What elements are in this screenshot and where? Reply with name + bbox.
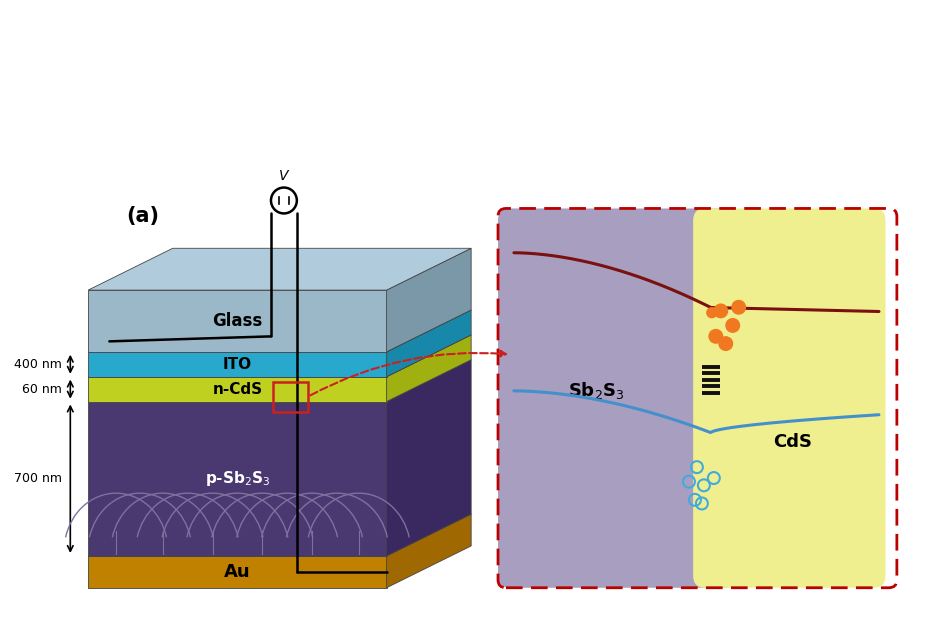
Polygon shape <box>88 290 387 352</box>
Circle shape <box>719 337 732 350</box>
Text: Sb$_2$S$_3$: Sb$_2$S$_3$ <box>568 380 624 401</box>
Polygon shape <box>88 556 387 588</box>
Polygon shape <box>387 335 471 402</box>
Circle shape <box>714 304 727 318</box>
Polygon shape <box>88 352 387 377</box>
Text: p-Sb$_2$S$_3$: p-Sb$_2$S$_3$ <box>204 469 271 488</box>
Bar <box>273 382 308 412</box>
Polygon shape <box>387 248 471 352</box>
Polygon shape <box>387 514 471 588</box>
FancyBboxPatch shape <box>693 209 885 588</box>
Circle shape <box>732 300 745 314</box>
Circle shape <box>707 308 717 318</box>
Polygon shape <box>88 360 471 402</box>
Text: V: V <box>279 168 289 183</box>
Text: ITO: ITO <box>223 357 252 372</box>
Text: 60 nm: 60 nm <box>23 383 62 396</box>
Polygon shape <box>387 310 471 377</box>
Polygon shape <box>88 310 471 352</box>
Circle shape <box>726 319 740 332</box>
Text: 700 nm: 700 nm <box>14 472 62 485</box>
Text: 400 nm: 400 nm <box>14 358 62 371</box>
Text: Glass: Glass <box>212 312 263 330</box>
Polygon shape <box>88 402 387 556</box>
Circle shape <box>710 329 723 343</box>
Polygon shape <box>88 514 471 556</box>
Polygon shape <box>88 335 471 377</box>
Polygon shape <box>88 248 471 290</box>
Polygon shape <box>88 377 387 402</box>
Text: Au: Au <box>224 563 251 581</box>
Text: n-CdS: n-CdS <box>212 382 262 397</box>
Polygon shape <box>387 360 471 556</box>
FancyBboxPatch shape <box>498 209 736 588</box>
Text: (a): (a) <box>127 206 160 227</box>
Text: CdS: CdS <box>773 433 813 451</box>
